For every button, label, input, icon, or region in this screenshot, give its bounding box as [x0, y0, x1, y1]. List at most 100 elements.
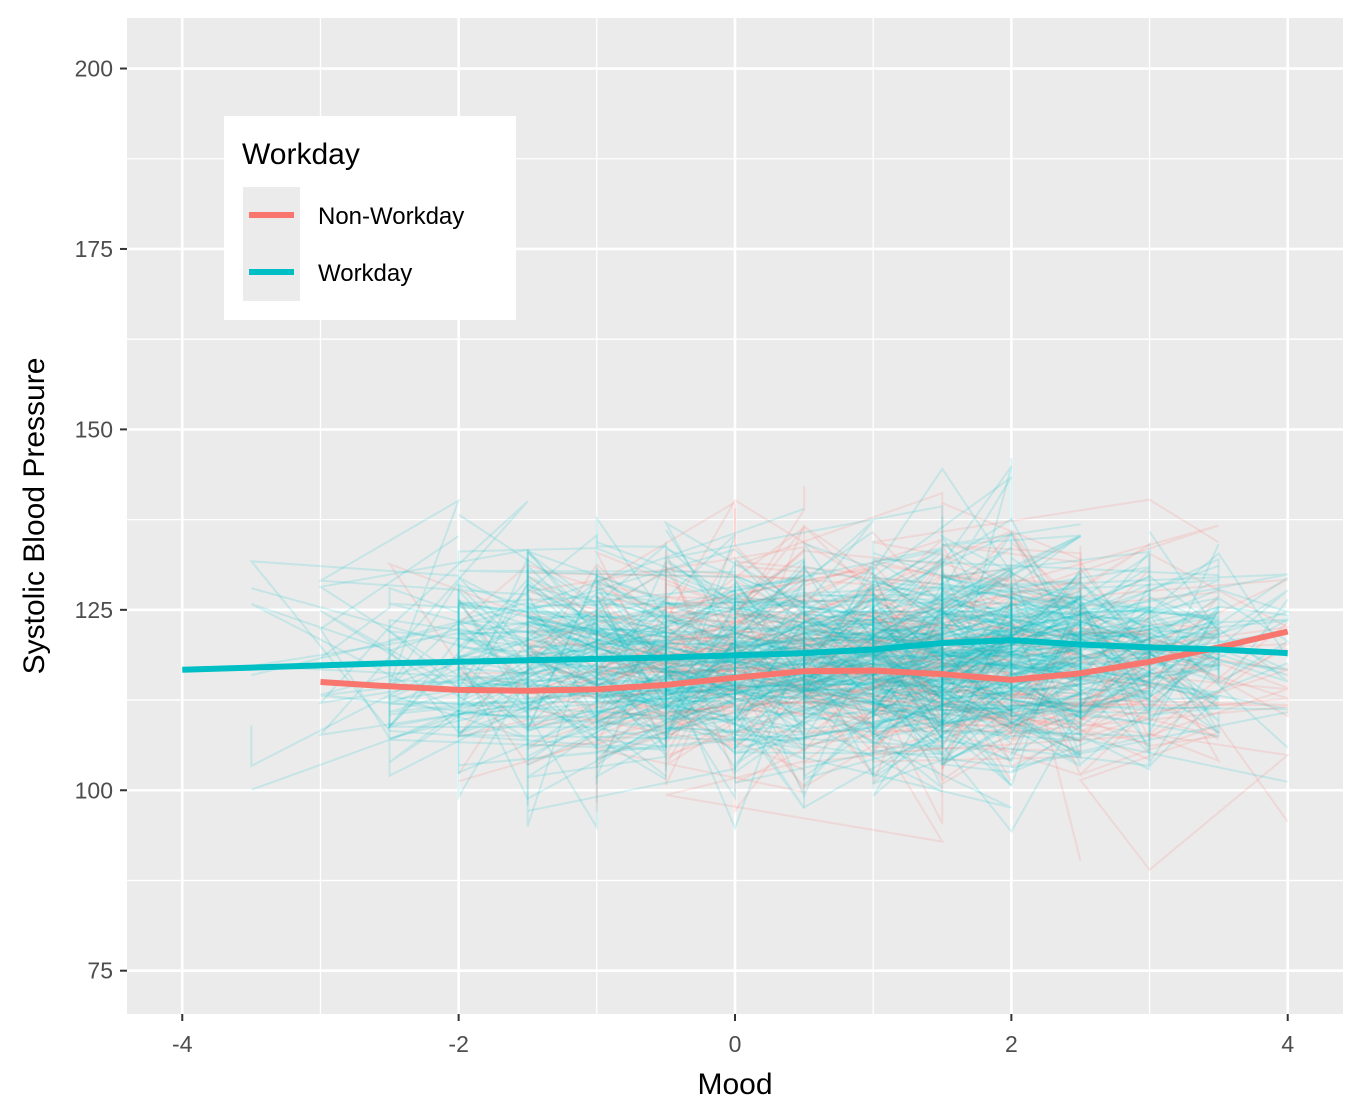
raw-trace — [940, 612, 1222, 767]
raw-trace — [734, 702, 1081, 789]
raw-trace — [664, 508, 874, 704]
raw-trace — [1008, 552, 1289, 736]
smooth-lines — [182, 628, 1289, 694]
raw-trace — [939, 630, 1289, 783]
raw-trace — [526, 549, 806, 716]
raw-trace — [802, 555, 1013, 768]
raw-trace — [458, 601, 667, 720]
raw-trace — [595, 627, 943, 686]
raw-trace — [527, 548, 874, 679]
raw-trace — [873, 605, 1289, 688]
raw-trace — [803, 620, 1153, 766]
raw-trace — [317, 498, 667, 721]
raw-trace — [1010, 567, 1220, 737]
raw-trace — [527, 646, 806, 815]
raw-trace — [458, 543, 736, 732]
raw-trace — [249, 560, 666, 751]
raw-trace — [734, 541, 944, 739]
raw-trace — [251, 586, 528, 666]
raw-trace — [734, 602, 1219, 735]
raw-trace — [595, 515, 736, 731]
raw-trace — [733, 624, 1012, 799]
raw-trace — [1011, 689, 1219, 747]
raw-trace — [872, 570, 1082, 767]
raw-trace — [803, 673, 1288, 769]
raw-trace — [526, 603, 667, 806]
y-tick-label: 75 — [87, 958, 113, 984]
raw-trace — [872, 611, 1289, 755]
raw-trace — [527, 606, 736, 767]
raw-trace — [595, 574, 805, 658]
raw-trace — [250, 603, 600, 775]
raw-trace — [386, 561, 805, 767]
legend: Workday Non-Workday Workday — [224, 116, 516, 320]
raw-trace — [803, 593, 1081, 742]
raw-trace — [527, 567, 874, 705]
raw-trace — [596, 634, 805, 786]
raw-trace — [594, 520, 1012, 710]
raw-trace — [458, 598, 876, 783]
raw-trace — [800, 557, 1081, 825]
raw-trace — [457, 560, 736, 719]
raw-trace — [251, 610, 598, 699]
raw-trace — [870, 476, 1081, 705]
y-tick-label: 175 — [75, 236, 113, 262]
raw-trace — [596, 597, 1081, 755]
raw-trace — [732, 547, 945, 704]
raw-trace — [458, 565, 805, 735]
raw-trace — [803, 613, 1082, 810]
raw-trace — [456, 654, 736, 801]
raw-trace — [458, 556, 876, 739]
raw-trace — [732, 579, 944, 726]
raw-trace — [941, 543, 1220, 718]
raw-trace — [872, 569, 1083, 760]
y-tick-label: 100 — [75, 777, 113, 803]
raw-trace — [457, 547, 805, 676]
raw-trace — [872, 572, 1082, 788]
raw-trace — [1010, 564, 1219, 735]
raw-trace — [458, 611, 736, 779]
raw-trace — [734, 548, 1082, 745]
raw-trace — [872, 607, 1082, 665]
raw-trace — [870, 562, 1219, 862]
raw-trace — [734, 549, 1151, 793]
raw-trace — [457, 642, 805, 742]
raw-trace — [595, 541, 736, 779]
raw-trace — [389, 583, 736, 658]
raw-trace — [458, 581, 599, 746]
raw-trace — [596, 657, 874, 802]
raw-trace — [871, 598, 1152, 785]
raw-trace — [663, 550, 805, 676]
raw-trace — [734, 570, 1082, 797]
raw-trace — [871, 559, 1083, 777]
raw-trace — [872, 576, 1289, 722]
raw-trace — [456, 637, 805, 771]
raw-trace — [665, 560, 945, 796]
raw-trace — [1146, 531, 1289, 694]
raw-trace — [942, 631, 1291, 872]
raw-trace — [458, 621, 806, 779]
raw-trace — [527, 623, 806, 831]
raw-trace — [872, 553, 1151, 751]
major-gridlines — [127, 18, 1343, 1014]
raw-trace — [803, 524, 1219, 676]
raw-trace — [734, 640, 1013, 784]
x-tick-label: -4 — [172, 1031, 193, 1057]
raw-trace — [734, 524, 1012, 697]
raw-trace — [457, 599, 736, 701]
raw-trace — [869, 599, 1081, 789]
raw-trace — [251, 606, 600, 764]
raw-trace — [804, 580, 1150, 657]
raw-trace — [458, 567, 600, 707]
raw-trace — [458, 513, 667, 692]
raw-trace — [804, 572, 1082, 612]
x-tick-label: 0 — [729, 1031, 742, 1057]
raw-trace — [802, 564, 1014, 690]
raw-traces — [249, 458, 1292, 872]
raw-trace — [665, 545, 1082, 689]
raw-trace — [458, 589, 805, 760]
raw-trace — [593, 529, 874, 700]
raw-trace — [802, 592, 1150, 740]
raw-trace — [734, 534, 1150, 756]
